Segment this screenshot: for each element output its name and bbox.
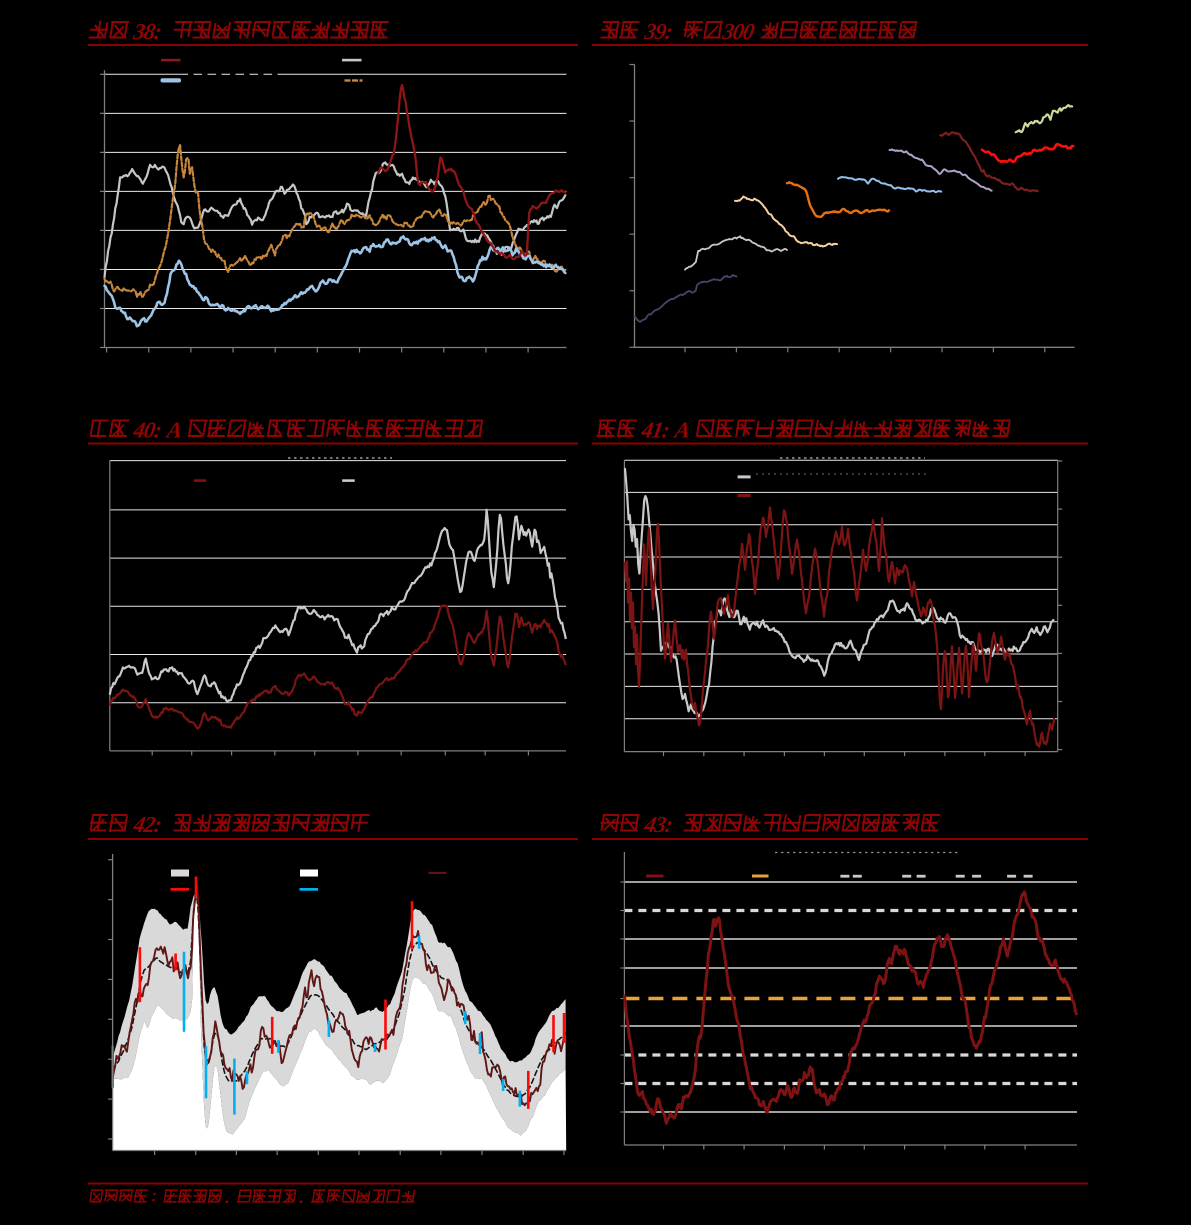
svg-text:40:: 40: bbox=[131, 418, 164, 443]
svg-text:43:: 43: bbox=[642, 812, 675, 837]
svg-text:41:: 41: bbox=[639, 418, 672, 443]
svg-text:39:: 39: bbox=[642, 19, 675, 44]
svg-text:42:: 42: bbox=[131, 812, 164, 837]
svg-text:A: A bbox=[163, 418, 184, 443]
svg-text:A: A bbox=[671, 418, 692, 443]
svg-text:300: 300 bbox=[720, 19, 757, 44]
svg-text:38:: 38: bbox=[131, 19, 164, 44]
